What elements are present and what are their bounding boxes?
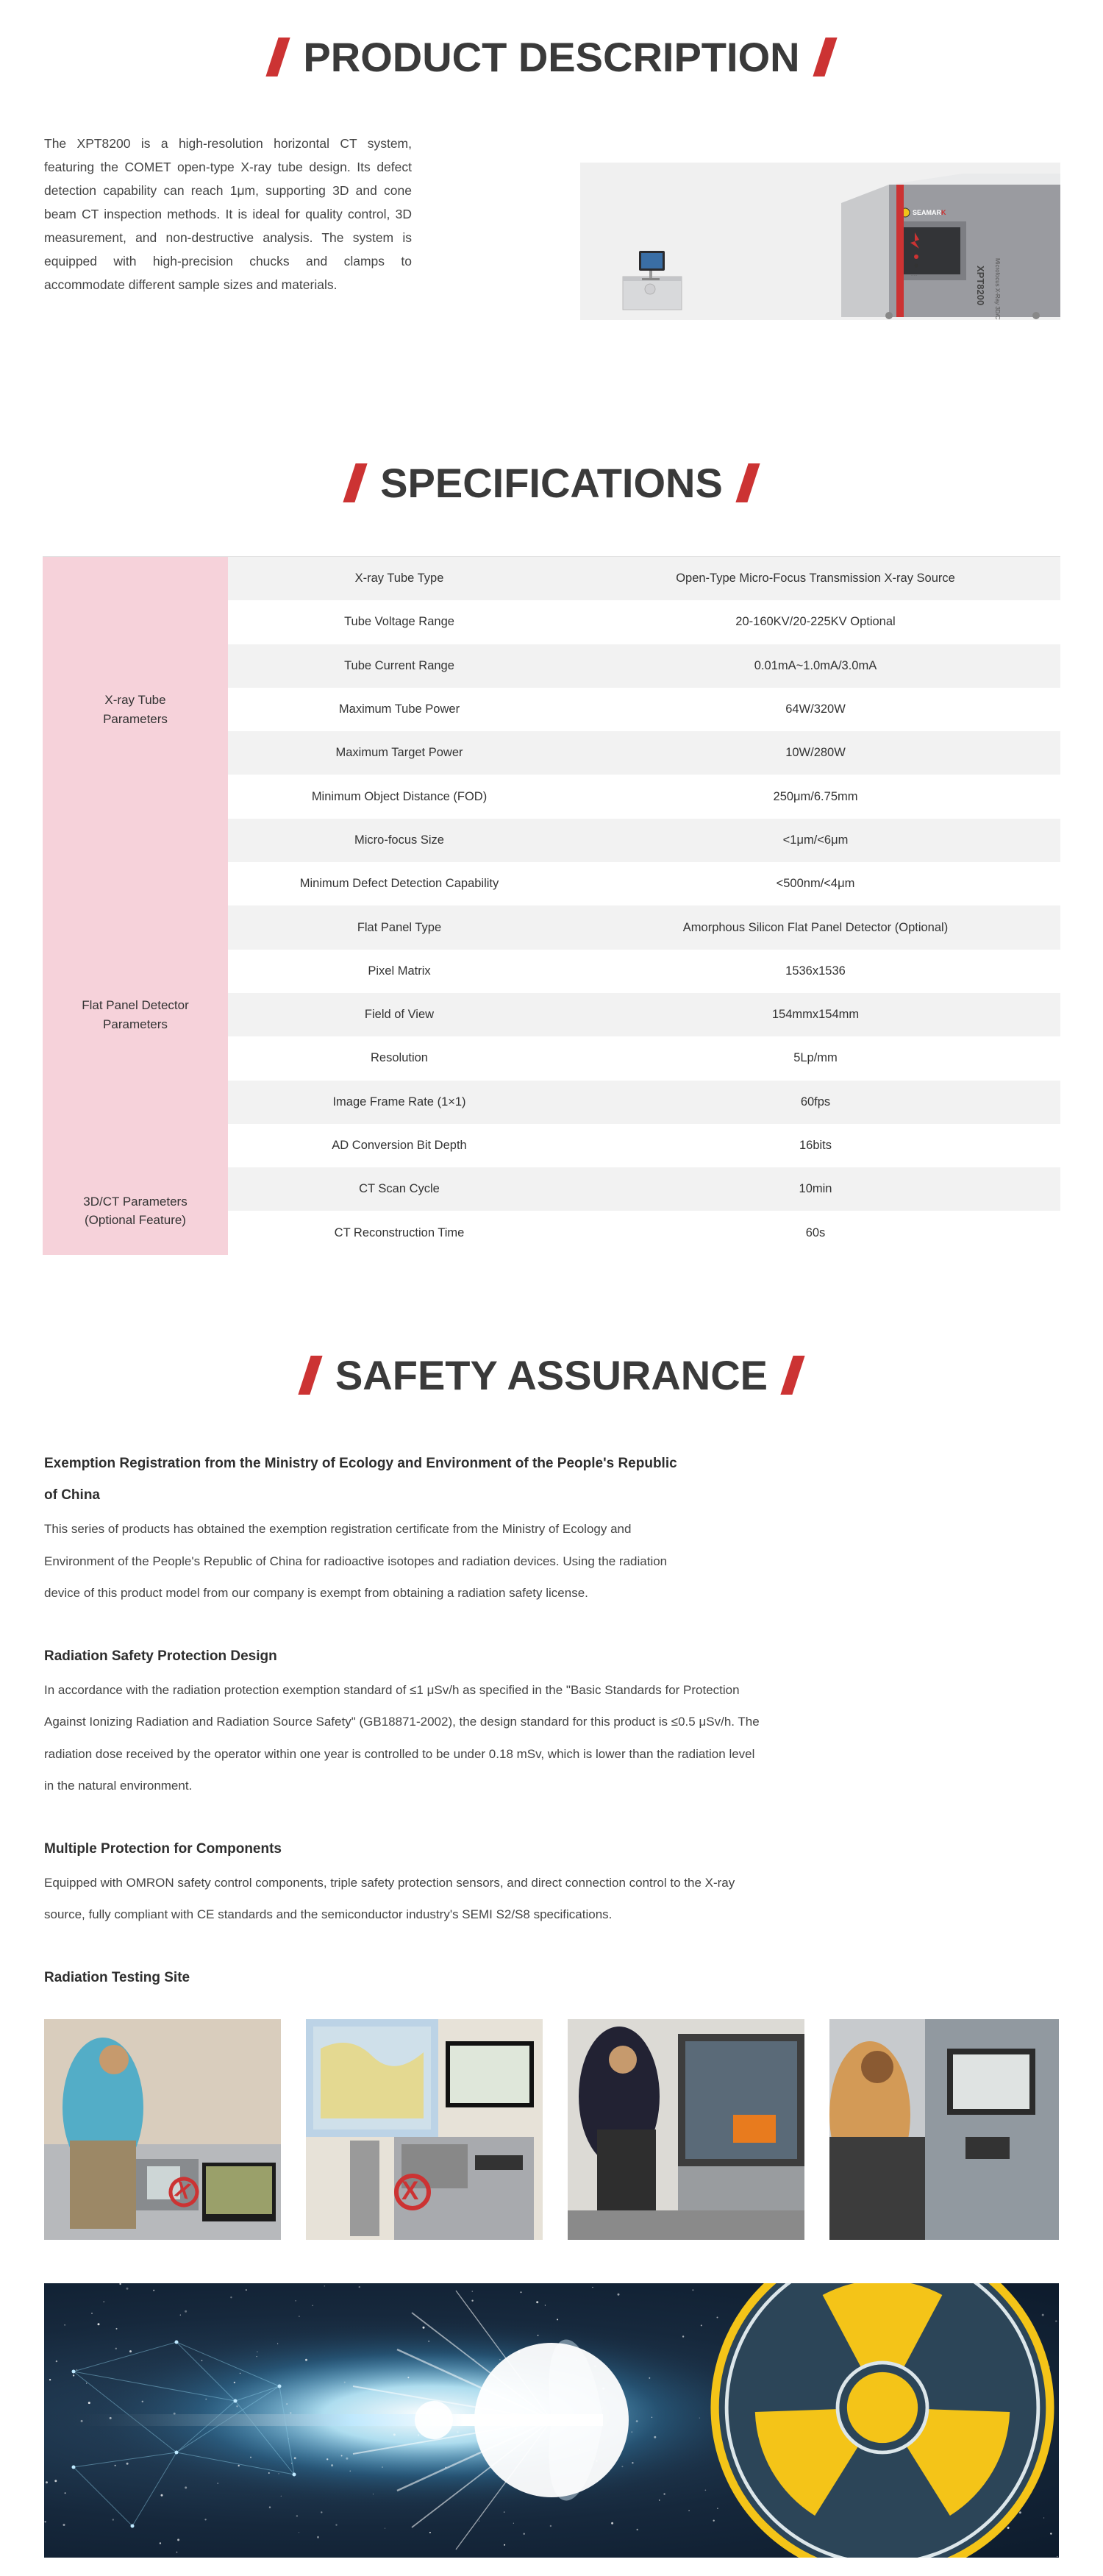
svg-text:XPT8200: XPT8200 [975, 266, 986, 305]
svg-text:·····: ····· [911, 274, 918, 278]
svg-text:X: X [401, 2177, 419, 2205]
svg-text:SEAMARK: SEAMARK [913, 209, 946, 216]
svg-text:Microfocus X-Ray 3D/CT System: Microfocus X-Ray 3D/CT System [994, 258, 1001, 320]
